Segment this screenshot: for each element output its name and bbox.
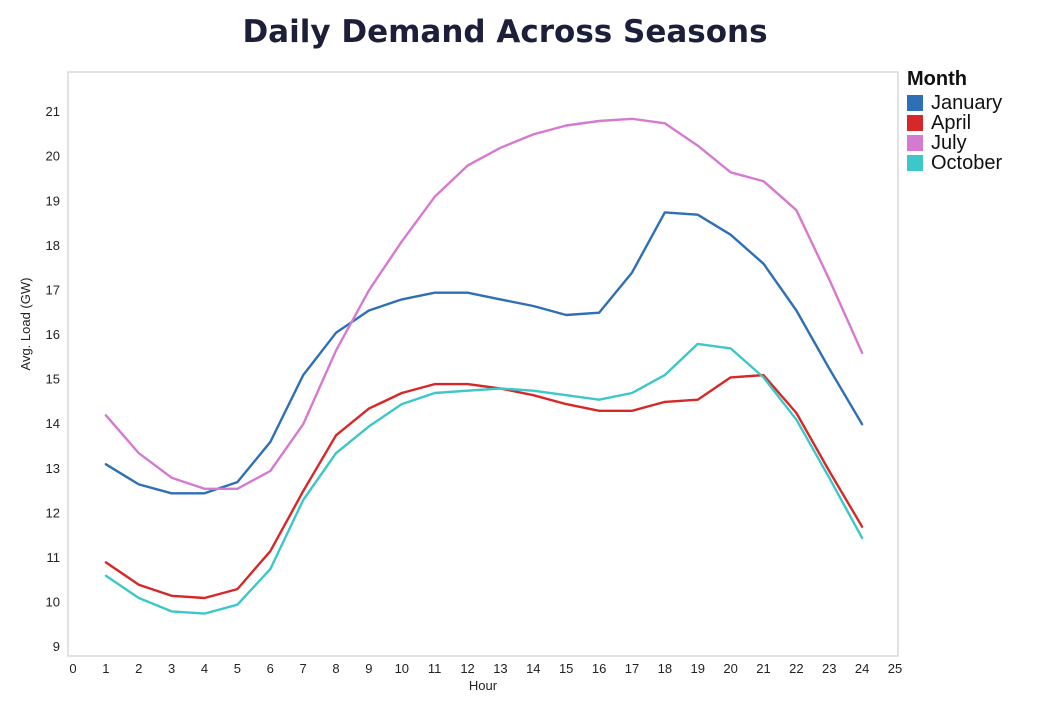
x-tick-label: 15: [559, 661, 573, 676]
x-tick-label: 5: [234, 661, 241, 676]
x-tick-label: 20: [723, 661, 737, 676]
y-tick-label: 15: [46, 372, 60, 387]
y-axis-label: Avg. Load (GW): [18, 278, 33, 371]
legend-label: October: [931, 151, 1003, 174]
chart-title: Daily Demand Across Seasons: [242, 14, 768, 50]
legend-label: January: [931, 91, 1003, 114]
legend-item-april: April: [907, 111, 1002, 134]
y-axis: 9 10 11 12 13 14 15 16 17 18 19 20 21: [46, 104, 60, 654]
x-tick-label: 14: [526, 661, 540, 676]
x-tick-label: 18: [658, 661, 672, 676]
legend-label: July: [931, 131, 967, 154]
x-tick-label: 9: [365, 661, 372, 676]
x-tick-label: 0: [69, 661, 76, 676]
y-tick-label: 18: [46, 238, 60, 253]
x-axis: 0 1 2 3 4 5 6 7 8 9 10 11 12 13 14 15 16 17 18 19 20 21 22 23 24…: [69, 661, 902, 676]
legend-swatch: [907, 115, 923, 131]
x-tick-label: 2: [135, 661, 142, 676]
x-tick-label: 6: [267, 661, 274, 676]
y-tick-label: 13: [46, 461, 60, 476]
y-tick-label: 12: [46, 505, 60, 520]
legend-label: April: [931, 111, 972, 134]
plot-area: [67, 71, 899, 657]
x-axis-label: Hour: [469, 678, 498, 693]
legend-swatch: [907, 155, 923, 171]
y-tick-label: 9: [53, 639, 60, 654]
legend: Month January April July October: [907, 68, 1003, 174]
y-tick-label: 16: [46, 327, 60, 342]
x-tick-label: 16: [592, 661, 606, 676]
x-tick-label: 12: [460, 661, 474, 676]
x-tick-label: 10: [395, 661, 409, 676]
legend-item-october: October: [907, 151, 1003, 174]
legend-swatch: [907, 95, 923, 111]
y-tick-label: 14: [46, 416, 60, 431]
x-tick-label: 11: [428, 661, 442, 676]
x-tick-label: 13: [493, 661, 507, 676]
y-tick-label: 11: [47, 550, 61, 565]
x-tick-label: 4: [201, 661, 208, 676]
y-tick-label: 20: [46, 149, 60, 164]
series-line-october: [104, 342, 864, 615]
legend-item-january: January: [907, 91, 1003, 114]
series-line-july: [104, 117, 864, 490]
series-line-april: [104, 373, 864, 600]
legend-item-july: July: [907, 131, 1002, 154]
x-tick-label: 8: [332, 661, 339, 676]
series-line-january: [104, 211, 864, 495]
y-tick-label: 19: [46, 193, 60, 208]
x-tick-label: 3: [168, 661, 175, 676]
x-tick-label: 1: [102, 661, 109, 676]
x-tick-label: 17: [625, 661, 639, 676]
x-tick-label: 23: [822, 661, 836, 676]
y-tick-label: 21: [46, 104, 60, 119]
y-tick-label: 17: [46, 282, 60, 297]
legend-swatch: [907, 135, 923, 151]
x-tick-label: 21: [756, 661, 770, 676]
legend-items: January April July October: [907, 91, 1003, 174]
y-tick-label: 10: [46, 595, 60, 610]
x-tick-label: 25: [888, 661, 902, 676]
x-tick-label: 24: [855, 661, 869, 676]
x-tick-label: 7: [300, 661, 307, 676]
x-tick-label: 19: [690, 661, 704, 676]
series-lines: [104, 117, 864, 615]
x-tick-label: 22: [789, 661, 803, 676]
legend-title: Month: [907, 68, 967, 90]
